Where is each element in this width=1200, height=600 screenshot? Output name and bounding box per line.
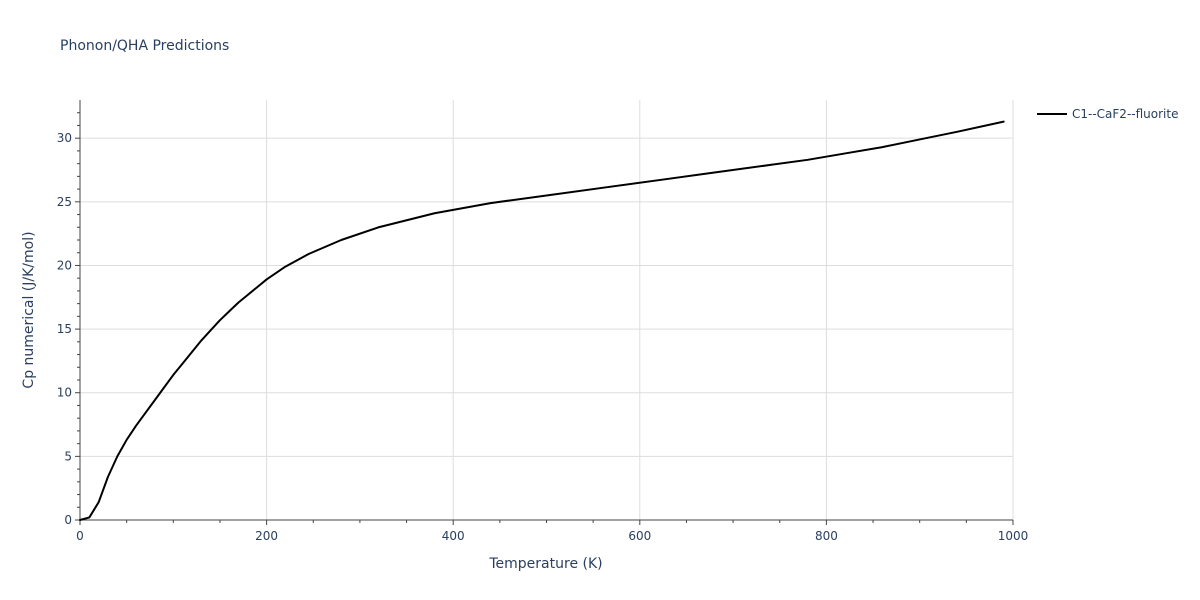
y-tick-label: 10 [57, 386, 72, 400]
y-tick-label: 15 [57, 322, 72, 336]
y-axis-title: Cp numerical (J/K/mol) [21, 231, 37, 388]
y-tick-label: 5 [64, 449, 72, 463]
axes: 0 200 400 600 800 1000 0 5 10 15 20 25 30 [57, 100, 1029, 543]
y-tick-label: 25 [57, 195, 72, 209]
x-tick-label: 200 [255, 529, 278, 543]
legend: C1--CaF2--fluorite [1037, 107, 1178, 121]
x-tick-label: 0 [76, 529, 84, 543]
x-tick-label: 400 [442, 529, 465, 543]
series-layer [79, 120, 1005, 521]
x-axis-title: Temperature (K) [488, 556, 602, 572]
x-tick-label: 800 [815, 529, 838, 543]
y-tick-label: 30 [57, 131, 72, 145]
legend-label: C1--CaF2--fluorite [1072, 107, 1178, 121]
series-line [79, 120, 1005, 521]
x-tick-label: 1000 [998, 529, 1029, 543]
y-tick-label: 0 [64, 513, 72, 527]
gridlines [80, 100, 1014, 520]
y-tick-label: 20 [57, 258, 72, 272]
chart-title: Phonon/QHA Predictions [60, 38, 229, 54]
x-tick-label: 600 [628, 529, 651, 543]
